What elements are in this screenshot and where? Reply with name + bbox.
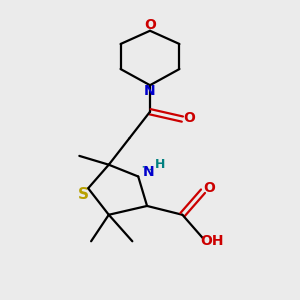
Text: N: N bbox=[143, 165, 154, 179]
Text: OH: OH bbox=[201, 234, 224, 248]
Text: H: H bbox=[155, 158, 166, 171]
Text: N: N bbox=[144, 83, 156, 98]
Text: O: O bbox=[203, 181, 215, 195]
Text: O: O bbox=[144, 18, 156, 32]
Text: S: S bbox=[78, 187, 89, 202]
Text: O: O bbox=[183, 111, 195, 124]
